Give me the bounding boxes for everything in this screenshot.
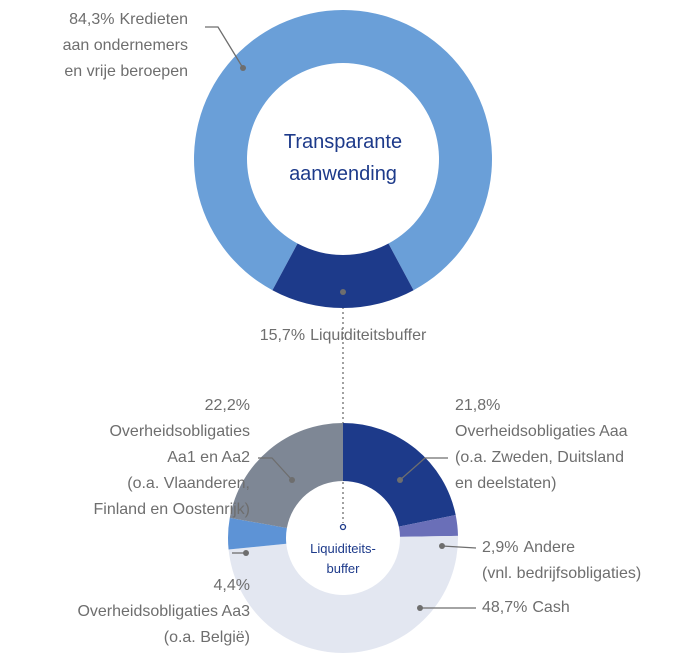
segment-label: aan ondernemers [63,37,188,54]
value-label: 21,8% [455,397,500,414]
segment-label: Overheidsobligaties [109,423,250,440]
segment-label: 2,9% Andere [482,539,575,556]
segment-label: en deelstaten) [455,475,556,492]
donut-segment [272,243,414,308]
segment-label: Overheidsobligaties Aaa [455,423,628,440]
segment-label: (vnl. bedrijfsobligaties) [482,565,641,582]
segment-label: 84,3% Kredieten [69,11,188,28]
donut-segment [227,517,287,550]
category-label: Aa1 en Aa2 [167,449,250,466]
leader-dot [397,477,403,483]
segment-label: 15,7% Liquiditeitsbuffer [260,327,427,344]
value-label: 48,7% [482,599,527,616]
category-label: Kredieten [120,11,189,28]
center-label: Transparante [284,131,402,153]
category-label: Overheidsobligaties [109,423,250,440]
leader-dot [289,477,295,483]
segment-label: Aa1 en Aa2 [167,449,250,466]
value-label: 2,9% [482,539,518,556]
center-label: buffer [326,561,360,576]
donut-segment [193,10,492,291]
leader-dot [340,289,346,295]
category-label: Liquiditeitsbuffer [310,327,427,344]
category-label: (o.a. Zweden, Duitsland [455,449,624,466]
leader-line [399,457,448,481]
leader-line [258,457,293,481]
category-label: Cash [532,599,569,616]
category-label: (vnl. bedrijfsobligaties) [482,565,641,582]
donut-segment [343,423,456,527]
leader-dot [439,543,445,549]
leader-line [441,545,477,549]
category-label: Finland en Oostenrijk) [93,501,250,518]
segment-label: (o.a. Vlaanderen, [127,475,250,492]
center-label: Liquiditeits- [310,541,376,556]
segment-label: Overheidsobligaties Aa3 [77,603,250,620]
category-label: Andere [523,539,575,556]
leader-dot [243,550,249,556]
category-label: (o.a. Vlaanderen, [127,475,250,492]
segment-label: Finland en Oostenrijk) [93,501,250,518]
category-label: en vrije beroepen [64,63,188,80]
category-label: Overheidsobligaties Aa3 [77,603,250,620]
segment-label: (o.a. België) [164,629,250,646]
category-label: Overheidsobligaties Aaa [455,423,628,440]
donut-segment [398,515,458,537]
value-label: 22,2% [205,397,250,414]
category-label: aan ondernemers [63,37,188,54]
value-label: 4,4% [214,577,250,594]
center-dot [339,523,347,531]
category-label: en deelstaten) [455,475,556,492]
leader-dot [240,65,246,71]
donut-segment [228,535,459,654]
category-label: (o.a. België) [164,629,250,646]
segment-label: (o.a. Zweden, Duitsland [455,449,624,466]
leader-line [205,26,244,69]
value-label: 84,3% [69,11,114,28]
center-label: aanwending [289,163,397,185]
segment-label: en vrije beroepen [64,63,188,80]
value-label: 15,7% [260,327,305,344]
segment-label: 48,7% Cash [482,599,570,616]
donut-segment [229,423,343,529]
leader-dot [417,605,423,611]
